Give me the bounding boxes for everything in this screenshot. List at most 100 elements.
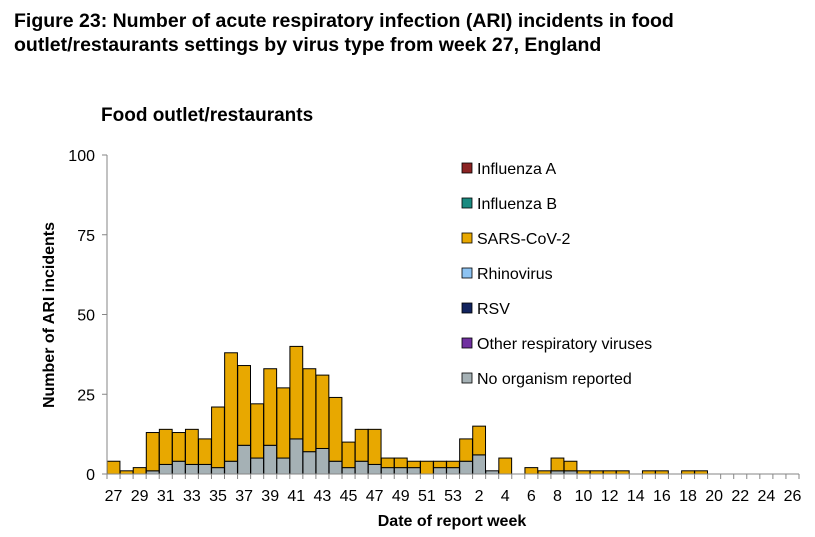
bar-segment-sars-cov-2-week-8 [550,457,565,472]
bar-segment-sars-cov-2-week-39 [263,368,278,446]
bar-segment-sars-cov-2-week-4 [498,457,513,475]
bar-stacks [106,345,708,475]
x-tick-label: 27 [105,488,123,505]
figure-title: Figure 23: Number of acute respiratory i… [14,9,804,57]
x-tick-label: 14 [627,488,645,505]
x-tick-label: 24 [757,488,775,505]
x-tick-label: 2 [475,488,484,505]
bar-segment-no-organism-reported-week-42 [302,451,317,475]
y-tick-label: 25 [77,387,95,404]
legend-swatch-influenza-a [461,162,473,174]
bar-segment-no-organism-reported-week-41 [289,438,304,475]
bar-segment-no-organism-reported-week-49 [393,467,408,475]
y-axis-label: Number of ARI incidents [41,222,58,408]
legend-swatch-sars-cov-2 [461,232,473,244]
y-tick-label: 50 [77,308,95,325]
bar-segment-sars-cov-2-week-33 [184,428,199,465]
x-tick-label: 41 [287,488,305,505]
bar-segment-no-organism-reported-week-37 [237,444,251,475]
bar-segment-sars-cov-2-week-41 [289,345,304,440]
y-tick-label: 100 [68,148,95,165]
bar-segment-no-organism-reported-week-47 [367,463,382,475]
bar-segment-sars-cov-2-week-34 [198,438,212,465]
legend-swatch-rhinovirus [461,267,473,279]
bar-segment-no-organism-reported-week-31 [158,463,173,475]
x-tick-label: 29 [131,488,149,505]
x-tick-label: 16 [653,488,671,505]
x-tick-label: 8 [553,488,562,505]
x-tick-label: 20 [705,488,723,505]
bar-segment-no-organism-reported-week-32 [171,460,186,475]
x-tick-label: 43 [314,488,332,505]
bar-segment-sars-cov-2-week-29 [132,467,147,475]
x-tick-label: 26 [784,488,802,505]
bar-segment-no-organism-reported-week-52 [433,467,447,475]
bar-segment-no-organism-reported-week-46 [354,460,369,475]
chart-title: Food outlet/restaurants [101,105,313,126]
bar-segment-no-organism-reported-week-39 [263,444,278,475]
bar-segment-no-organism-reported-week-44 [328,460,343,475]
x-axis-label: Date of report week [378,513,527,530]
x-tick-label: 22 [731,488,749,505]
bar-segment-sars-cov-2-week-46 [354,428,369,462]
bar-segment-sars-cov-2-week-51 [419,460,434,475]
bar-segment-sars-cov-2-week-27 [106,460,121,475]
bar-segment-sars-cov-2-week-36 [224,352,238,462]
legend-label-rhinovirus: Rhinovirus [477,266,553,283]
legend-label-influenza-b: Influenza B [477,196,557,213]
bar-segment-sars-cov-2-week-38 [250,403,265,459]
figure-title-line-2: outlet/restaurants settings by virus typ… [14,34,602,56]
bar-segment-no-organism-reported-week-35 [211,467,225,475]
bar-segment-sars-cov-2-week-1 [459,438,473,462]
bar-segment-no-organism-reported-week-43 [315,447,330,475]
legend: Influenza A Influenza B SARS-CoV-2 Rhinovir… [461,161,652,388]
bar-segment-no-organism-reported-week-1 [459,460,473,475]
bar-segment-sars-cov-2-week-47 [367,428,382,465]
x-tick-label: 12 [601,488,619,505]
bar-segment-sars-cov-2-week-32 [171,432,186,462]
x-tick-label: 49 [392,488,410,505]
bar-segment-sars-cov-2-week-9 [563,460,578,472]
x-tick-label: 4 [501,488,510,505]
x-tick-label: 6 [527,488,536,505]
legend-label-no-organism-reported: No organism reported [477,371,632,388]
legend-label-influenza-a: Influenza A [477,161,557,178]
bar-segment-no-organism-reported-week-38 [250,457,265,475]
x-tick-label: 10 [575,488,593,505]
bar-segment-no-organism-reported-week-50 [406,467,421,475]
figure-title-line-1: Figure 23: Number of acute respiratory i… [14,10,674,32]
x-tick-label: 31 [157,488,175,505]
legend-label-sars-cov-2: SARS-CoV-2 [477,231,570,248]
axes: 0 25 50 75 100 27 29 31 33 35 37 39 41 43 45 47 49 51 53 2 4… [68,148,801,505]
x-tick-label: 53 [444,488,462,505]
x-tick-label: 47 [366,488,384,505]
legend-label-rsv: RSV [477,301,510,318]
bar-segment-no-organism-reported-week-36 [224,460,238,475]
bar-segment-no-organism-reported-week-33 [184,463,199,475]
bar-segment-sars-cov-2-week-37 [237,365,251,446]
legend-swatch-other-respiratory-viruses [461,337,473,349]
bar-segment-no-organism-reported-week-45 [341,467,356,475]
bar-segment-sars-cov-2-week-42 [302,368,317,453]
bar-segment-sars-cov-2-week-2 [472,425,487,456]
bar-segment-no-organism-reported-week-40 [276,457,291,475]
bar-segment-sars-cov-2-week-49 [393,457,408,469]
bar-segment-sars-cov-2-week-48 [380,457,395,469]
legend-swatch-no-organism-reported [461,372,473,384]
x-tick-label: 33 [183,488,201,505]
bar-segment-sars-cov-2-week-35 [211,406,225,469]
bar-segment-no-organism-reported-week-2 [472,454,487,475]
bar-segment-sars-cov-2-week-45 [341,441,356,469]
bar-segment-sars-cov-2-week-31 [158,428,173,465]
x-tick-label: 37 [235,488,253,505]
y-tick-label: 75 [77,228,95,245]
bar-segment-sars-cov-2-week-44 [328,396,343,462]
bar-segment-sars-cov-2-week-30 [145,432,160,472]
x-tick-label: 51 [418,488,436,505]
legend-swatch-rsv [461,302,473,314]
bar-segment-sars-cov-2-week-43 [315,374,330,449]
bar-segment-no-organism-reported-week-48 [380,467,395,475]
y-tick-label: 0 [86,467,95,484]
legend-swatch-influenza-b [461,197,473,209]
